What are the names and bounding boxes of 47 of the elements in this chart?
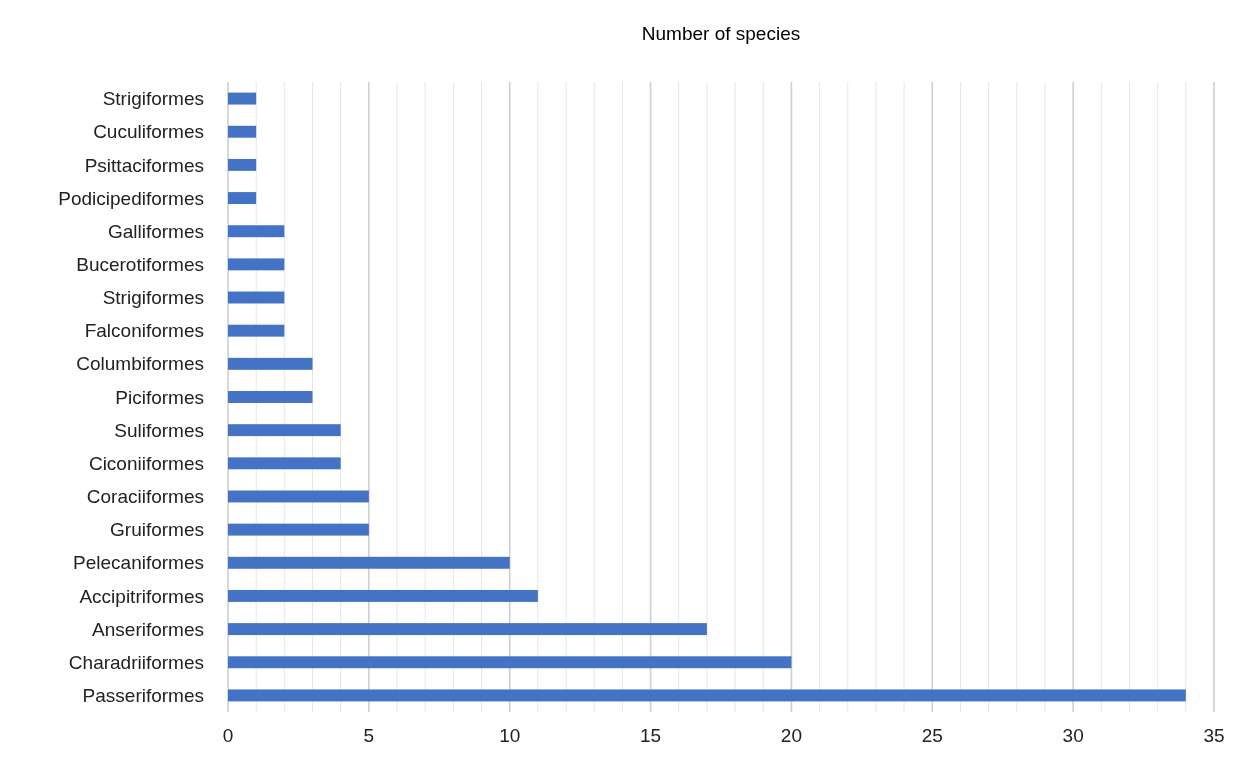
bar (228, 589, 538, 602)
bar (228, 556, 510, 569)
x-tick-label: 5 (363, 725, 375, 746)
bar (228, 457, 341, 470)
bar (228, 125, 257, 138)
bar (228, 158, 257, 171)
y-tick-label: Pelecaniformes (73, 552, 204, 574)
y-tick-label: Accipitriformes (79, 585, 204, 607)
x-tick-label: 0 (222, 725, 234, 746)
x-tick-label: 15 (640, 725, 662, 746)
bar (228, 92, 257, 105)
y-tick-label: Strigiformes (102, 88, 204, 110)
y-tick-label: Podicipediformes (58, 187, 204, 209)
y-tick-label: Piciformes (115, 386, 204, 408)
x-tick-label: 10 (499, 725, 521, 746)
bar (228, 225, 285, 238)
bar (228, 258, 285, 271)
x-tick-label: 35 (1203, 725, 1225, 746)
y-tick-label: Cuculiformes (93, 121, 204, 143)
x-tick-label: 30 (1062, 725, 1084, 746)
bar (228, 689, 1186, 702)
y-tick-label: Charadriiformes (68, 651, 204, 673)
y-tick-label: Anseriformes (92, 618, 204, 640)
bar (228, 291, 285, 304)
bar (228, 523, 369, 536)
y-tick-label: Gruiformes (110, 519, 204, 541)
y-tick-label: Bucerotiformes (76, 254, 204, 276)
chart-title: Number of species (641, 23, 801, 44)
bar (228, 391, 313, 403)
y-tick-label: Falconiformes (84, 320, 204, 342)
bar (228, 424, 341, 437)
bar (228, 357, 313, 370)
bar (228, 490, 369, 503)
bar (228, 192, 257, 205)
bar (228, 623, 707, 636)
y-tick-label: Passeriformes (82, 685, 204, 707)
bar (228, 324, 285, 337)
x-tick-label: 20 (780, 725, 802, 746)
bar (228, 656, 792, 669)
y-tick-label: Ciconiiformes (88, 452, 204, 474)
y-tick-label: Psittaciformes (84, 154, 204, 176)
y-tick-label: Columbiformes (76, 353, 204, 375)
y-tick-label: Coraciiformes (86, 486, 204, 508)
y-tick-label: Strigiformes (102, 287, 204, 309)
x-tick-label: 25 (921, 725, 943, 746)
y-tick-label: Galliformes (107, 220, 204, 242)
y-tick-label: Suliformes (114, 419, 204, 441)
